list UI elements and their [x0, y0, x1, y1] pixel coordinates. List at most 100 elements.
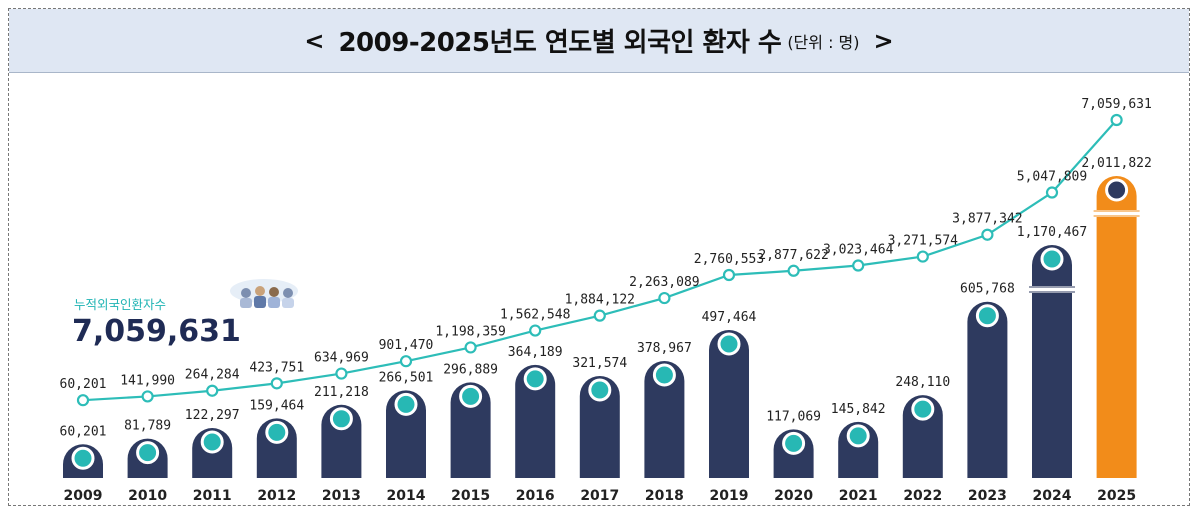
line-point	[399, 355, 413, 368]
bar-2017: 321,574	[572, 356, 627, 478]
bar-marker	[265, 420, 289, 444]
bar-2016: 364,189	[508, 345, 563, 478]
bar-shape	[450, 382, 491, 478]
x-tick-label: 2017	[580, 488, 619, 504]
bar-2023: 605,768	[960, 282, 1015, 478]
bar-2020: 117,069	[766, 409, 821, 478]
bar-value-label: 117,069	[766, 409, 821, 424]
bar-2025: 2,011,822	[1081, 156, 1152, 478]
bar-2012: 159,464	[249, 398, 304, 478]
bar-value-label: 211,218	[314, 385, 369, 400]
bar-2018: 378,967	[637, 341, 692, 478]
bar-2022: 248,110	[895, 375, 950, 478]
line-value-label: 2,263,089	[629, 275, 699, 290]
chart-title: 2009-2025년도 연도별 외국인 환자 수	[338, 28, 782, 58]
line-point	[335, 367, 348, 380]
bar-value-label: 1,170,467	[1017, 225, 1087, 240]
line-point	[1045, 186, 1059, 199]
x-tick-label: 2023	[968, 488, 1007, 504]
cumulative-label: 누적외국인환자수	[74, 297, 166, 312]
chart-frame	[8, 8, 1190, 506]
line-value-label: 1,198,359	[435, 324, 505, 339]
line-value-label: 60,201	[60, 377, 107, 392]
bar-2024: 1,170,467	[1017, 225, 1087, 478]
bar-2021: 145,842	[831, 402, 886, 478]
line-point	[658, 291, 671, 305]
line-point	[529, 324, 542, 337]
line-value-label: 634,969	[314, 351, 369, 366]
x-tick-label: 2014	[387, 488, 426, 504]
bar-2011: 122,297	[185, 408, 240, 478]
x-tick-label: 2016	[516, 488, 555, 504]
bar-value-label: 605,768	[960, 282, 1015, 297]
x-tick-label: 2015	[451, 488, 490, 504]
line-point	[1110, 113, 1123, 127]
line-point	[270, 377, 283, 390]
bar-shape	[644, 360, 685, 478]
x-tick-label: 2009	[64, 488, 103, 504]
x-tick-label: 2021	[839, 488, 878, 504]
bar-marker	[136, 441, 160, 465]
x-tick-label: 2025	[1097, 488, 1136, 504]
bar-value-label: 364,189	[508, 345, 563, 360]
bar-marker	[1040, 247, 1064, 271]
line-value-label: 3,023,464	[823, 243, 894, 258]
line-value-label: 5,047,809	[1017, 170, 1087, 185]
bar-value-label: 266,501	[379, 370, 434, 385]
bar-value-label: 60,201	[60, 424, 107, 439]
axis-break	[1093, 210, 1140, 217]
x-tick-label: 2019	[710, 488, 749, 504]
bar-marker	[846, 424, 870, 448]
line-value-label: 141,990	[120, 373, 175, 388]
bar-shape	[967, 301, 1008, 478]
bar-2010: 81,789	[124, 419, 171, 478]
bar-2009: 60,201	[60, 424, 107, 478]
bar-value-label: 248,110	[895, 375, 950, 390]
bar-marker	[717, 332, 741, 356]
line-point	[916, 250, 929, 263]
line-value-label: 1,562,548	[500, 308, 570, 323]
bar-value-label: 378,967	[637, 341, 692, 356]
bar-2019: 497,464	[702, 310, 757, 478]
bar-value-label: 321,574	[572, 356, 627, 371]
bar-marker	[911, 397, 935, 421]
bar-marker	[588, 378, 612, 402]
title-left-arrow: <	[304, 26, 325, 55]
bar-value-label: 122,297	[185, 408, 240, 423]
title-bar: < 2009-2025년도 연도별 외국인 환자 수 (단위 : 명) >	[9, 9, 1189, 73]
line-point	[206, 384, 219, 397]
line-value-label: 7,059,631	[1081, 97, 1151, 112]
x-tick-label: 2011	[193, 488, 232, 504]
cumulative-value: 7,059,631	[72, 314, 241, 349]
x-tick-label: 2024	[1033, 488, 1072, 504]
bar-marker	[459, 384, 483, 408]
line-point	[981, 228, 994, 241]
x-tick-label: 2018	[645, 488, 684, 504]
line-value-label: 264,284	[185, 368, 240, 383]
bar-value-label: 81,789	[124, 419, 171, 434]
people-group-icon	[230, 279, 298, 308]
bar-shape	[1032, 245, 1072, 478]
line-point	[464, 341, 477, 354]
bar-shape	[709, 330, 749, 478]
bar-marker	[200, 430, 224, 454]
bar-2015: 296,889	[443, 362, 498, 478]
title-right-arrow: >	[873, 26, 894, 55]
line-point	[141, 390, 154, 403]
bar-marker	[523, 367, 547, 391]
bar-value-label: 159,464	[249, 398, 304, 413]
bar-marker	[975, 304, 999, 328]
bar-marker	[71, 446, 95, 470]
x-tick-label: 2012	[257, 488, 296, 504]
line-point	[722, 268, 736, 282]
x-tick-label: 2022	[903, 488, 942, 504]
x-tick-label: 2020	[774, 488, 813, 504]
line-value-label: 423,751	[249, 360, 304, 375]
line-point	[787, 264, 800, 277]
line-value-label: 3,877,342	[952, 212, 1022, 227]
bar-value-label: 296,889	[443, 362, 498, 377]
line-value-label: 1,884,122	[565, 293, 635, 308]
bar-shape	[579, 375, 620, 478]
bar-marker	[394, 392, 418, 416]
